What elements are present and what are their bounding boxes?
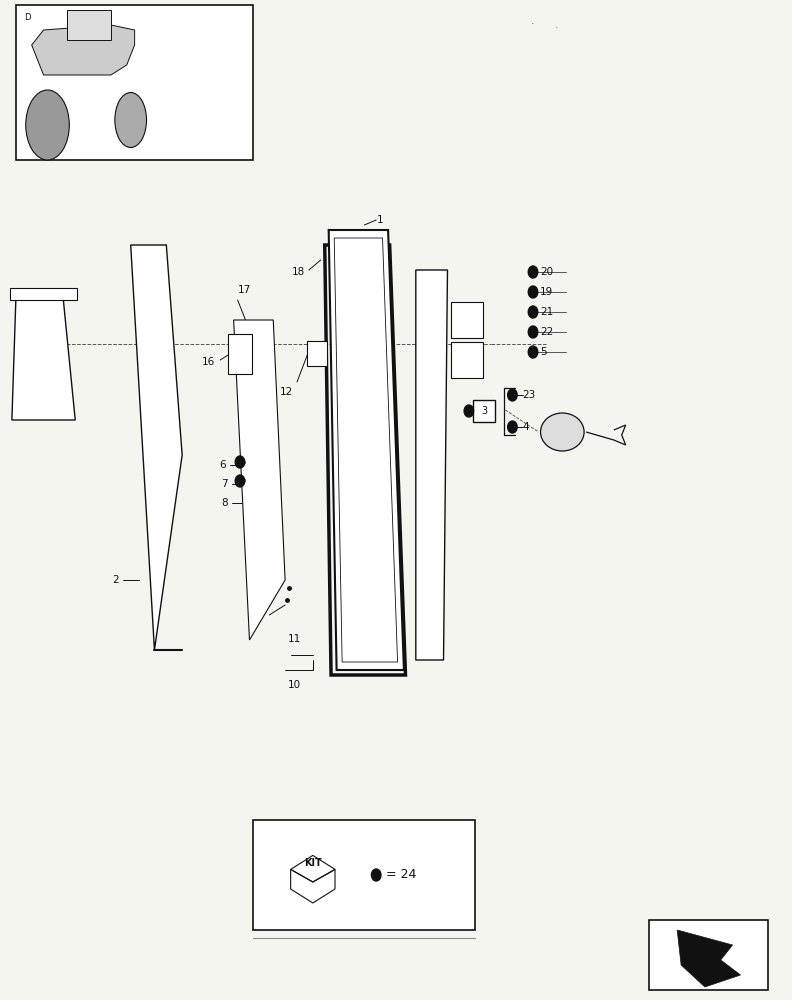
Text: 10: 10 bbox=[288, 680, 301, 690]
Circle shape bbox=[464, 405, 474, 417]
Bar bbox=[253, 820, 475, 930]
Text: 12: 12 bbox=[280, 387, 293, 397]
Text: 4: 4 bbox=[523, 422, 529, 432]
Polygon shape bbox=[32, 25, 135, 75]
Circle shape bbox=[235, 456, 245, 468]
Text: 16: 16 bbox=[202, 357, 215, 367]
Circle shape bbox=[235, 475, 245, 487]
Circle shape bbox=[508, 389, 517, 401]
Polygon shape bbox=[677, 930, 741, 987]
Text: KIT: KIT bbox=[304, 858, 322, 868]
Polygon shape bbox=[416, 270, 447, 660]
Bar bbox=[649, 920, 768, 990]
Circle shape bbox=[528, 306, 538, 318]
Text: 20: 20 bbox=[540, 267, 554, 277]
Text: .: . bbox=[554, 20, 558, 30]
Ellipse shape bbox=[25, 90, 69, 160]
Circle shape bbox=[528, 346, 538, 358]
Text: 8: 8 bbox=[222, 498, 228, 508]
Text: 9: 9 bbox=[251, 612, 257, 622]
Text: 5: 5 bbox=[358, 339, 364, 349]
Text: 17: 17 bbox=[238, 285, 251, 295]
Text: = 24: = 24 bbox=[386, 868, 417, 882]
Text: 6: 6 bbox=[219, 460, 226, 470]
Circle shape bbox=[508, 421, 517, 433]
Ellipse shape bbox=[540, 413, 584, 451]
Text: .: . bbox=[531, 16, 535, 26]
Bar bbox=[10, 288, 77, 300]
Text: 2: 2 bbox=[112, 575, 119, 585]
Bar bbox=[228, 334, 252, 374]
Text: 3: 3 bbox=[481, 406, 487, 416]
Polygon shape bbox=[131, 245, 182, 650]
Bar bbox=[307, 341, 327, 366]
Polygon shape bbox=[12, 300, 75, 420]
Text: 22: 22 bbox=[540, 327, 554, 337]
Ellipse shape bbox=[115, 93, 147, 147]
Circle shape bbox=[371, 869, 381, 881]
Bar bbox=[451, 342, 483, 378]
Text: D: D bbox=[24, 13, 30, 22]
Circle shape bbox=[528, 326, 538, 338]
Text: 21: 21 bbox=[540, 307, 554, 317]
Text: 15: 15 bbox=[51, 323, 65, 333]
Text: 11: 11 bbox=[288, 634, 301, 644]
Circle shape bbox=[528, 286, 538, 298]
Polygon shape bbox=[329, 230, 404, 670]
Text: 23: 23 bbox=[523, 390, 536, 400]
Text: 7: 7 bbox=[222, 479, 228, 489]
Text: 19: 19 bbox=[540, 287, 554, 297]
Text: 18: 18 bbox=[291, 267, 305, 277]
Bar bbox=[16, 5, 253, 160]
Polygon shape bbox=[67, 10, 111, 40]
Circle shape bbox=[528, 266, 538, 278]
Text: 5: 5 bbox=[540, 347, 546, 357]
Bar bbox=[473, 400, 495, 422]
Bar bbox=[451, 302, 483, 338]
Text: 13: 13 bbox=[14, 395, 28, 405]
Text: 1: 1 bbox=[377, 215, 383, 225]
Text: 14: 14 bbox=[51, 340, 65, 350]
Polygon shape bbox=[234, 320, 285, 640]
